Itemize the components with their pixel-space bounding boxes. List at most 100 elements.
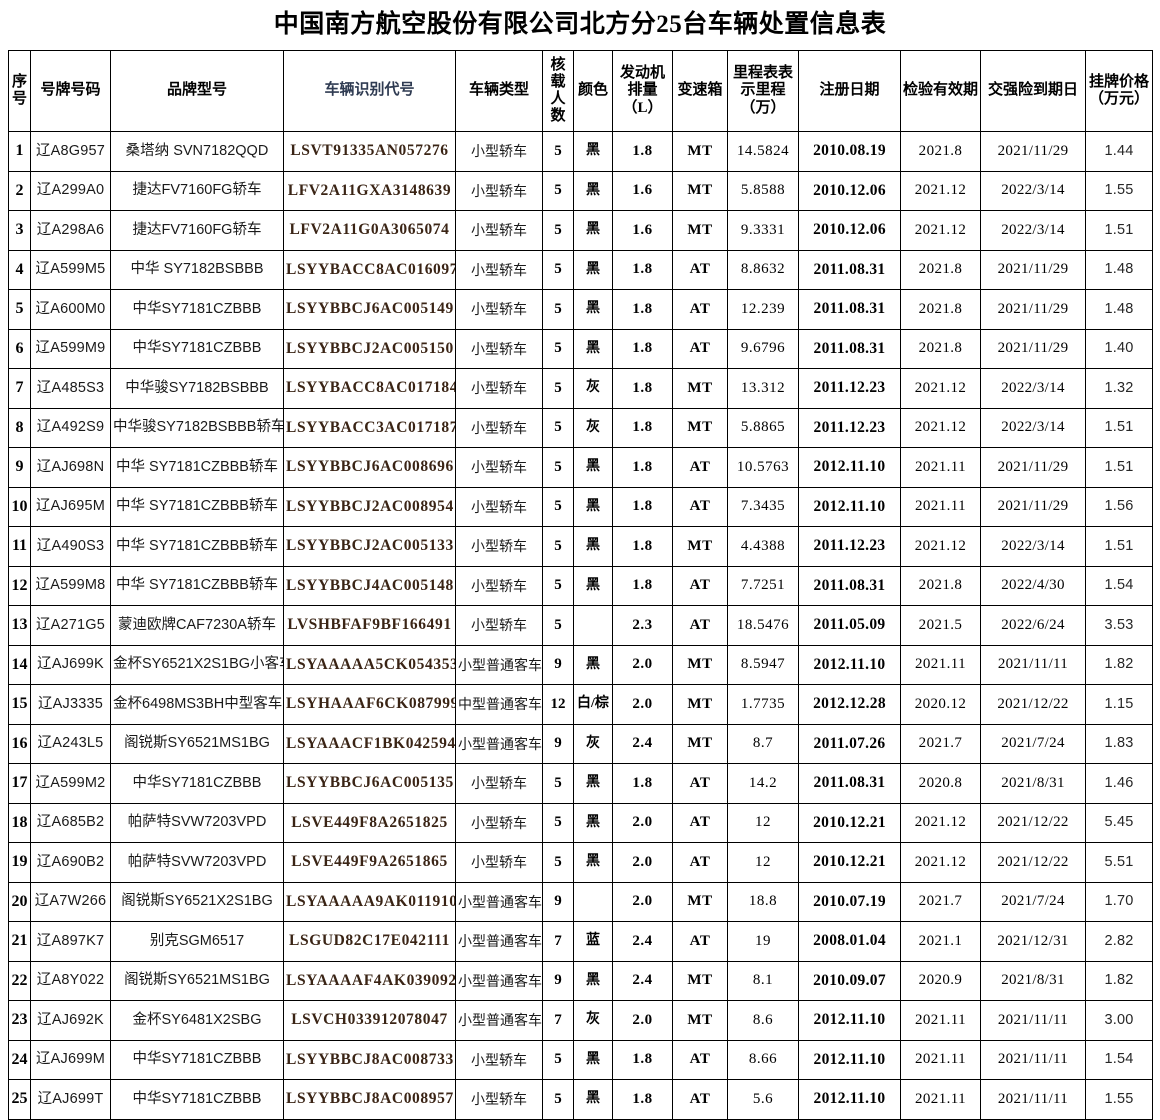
cell-listing-price: 5.51: [1085, 842, 1153, 883]
cell-listing-price: 1.44: [1085, 131, 1153, 172]
cell-vin: LSYYBBCJ8AC008733: [283, 1039, 456, 1080]
cell-inspection-validity: 2021.11: [900, 1039, 981, 1080]
cell-transmission: AT: [672, 565, 728, 606]
cell-model: 帕萨特SVW7203VPD: [110, 842, 284, 883]
cell-vehicle-type: 小型轿车: [455, 289, 543, 330]
cell-seats: 5: [542, 328, 574, 369]
cell-vehicle-type: 小型普通客车: [455, 921, 543, 962]
col-header-odometer: 里程表表示里程（万）: [727, 50, 799, 132]
cell-color: 黑: [573, 210, 613, 251]
cell-registration-date: 2010.12.21: [798, 802, 901, 843]
cell-model: 中华 SY7181CZBBB轿车: [110, 447, 284, 488]
cell-vehicle-type: 小型普通客车: [455, 960, 543, 1001]
cell-transmission: MT: [672, 368, 728, 409]
cell-inspection-validity: 2021.11: [900, 1000, 981, 1041]
cell-transmission: AT: [672, 763, 728, 804]
cell-listing-price: 1.48: [1085, 289, 1153, 330]
cell-registration-date: 2011.08.31: [798, 249, 901, 290]
table-row: 18 辽A685B2 帕萨特SVW7203VPD LSVE449F8A2651825 小…: [8, 802, 1153, 843]
cell-vehicle-type: 小型轿车: [455, 526, 543, 567]
cell-vin: LSYYBBCJ2AC008954: [283, 486, 456, 527]
cell-transmission: MT: [672, 131, 728, 172]
cell-color: 黑: [573, 1079, 613, 1120]
cell-model: 中华骏SY7182BSBBB: [110, 368, 284, 409]
cell-listing-price: 1.55: [1085, 1079, 1153, 1120]
cell-plate: 辽AJ692K: [30, 1000, 111, 1041]
cell-index: 13: [8, 605, 31, 646]
cell-vin: LSYYBACC8AC016097: [283, 249, 456, 290]
cell-index: 4: [8, 249, 31, 290]
cell-vehicle-type: 小型轿车: [455, 210, 543, 251]
cell-listing-price: 1.40: [1085, 328, 1153, 369]
cell-plate: 辽A271G5: [30, 605, 111, 646]
cell-seats: 5: [542, 1079, 574, 1120]
cell-model: 蒙迪欧牌CAF7230A轿车: [110, 605, 284, 646]
cell-listing-price: 1.51: [1085, 526, 1153, 567]
cell-insurance-expiry: 2022/3/14: [980, 210, 1086, 251]
cell-plate: 辽A7W266: [30, 881, 111, 922]
col-header-listing-price: 挂牌价格（万元）: [1085, 50, 1153, 132]
cell-odometer: 8.7: [727, 723, 799, 764]
cell-plate: 辽A490S3: [30, 526, 111, 567]
table-row: 20 辽A7W266 阁锐斯SY6521X2S1BG LSYAAAAA9AK01191…: [8, 881, 1153, 922]
cell-vin: LSGUD82C17E042111: [283, 921, 456, 962]
cell-color: 黑: [573, 644, 613, 685]
cell-color: 黑: [573, 763, 613, 804]
cell-plate: 辽A485S3: [30, 368, 111, 409]
table-row: 14 辽AJ699K 金杯SY6521X2S1BG小客车 LSYAAAAA5CK054…: [8, 644, 1153, 685]
cell-vehicle-type: 小型轿车: [455, 249, 543, 290]
cell-model: 中华SY7181CZBBB: [110, 328, 284, 369]
cell-index: 5: [8, 289, 31, 330]
cell-vin: LSVCH033912078047: [283, 1000, 456, 1041]
cell-insurance-expiry: 2021/7/24: [980, 881, 1086, 922]
cell-insurance-expiry: 2022/3/14: [980, 368, 1086, 409]
cell-insurance-expiry: 2021/11/11: [980, 644, 1086, 685]
cell-vin: LSYAAAAA9AK011910: [283, 881, 456, 922]
cell-vehicle-type: 小型轿车: [455, 170, 543, 211]
cell-vehicle-type: 小型轿车: [455, 605, 543, 646]
cell-registration-date: 2012.12.28: [798, 684, 901, 725]
cell-listing-price: 1.54: [1085, 565, 1153, 606]
cell-odometer: 14.2: [727, 763, 799, 804]
cell-seats: 5: [542, 170, 574, 211]
cell-listing-price: 1.32: [1085, 368, 1153, 409]
table-row: 17 辽A599M2 中华SY7181CZBBB LSYYBBCJ6AC005135 小…: [8, 763, 1153, 804]
cell-inspection-validity: 2021.12: [900, 407, 981, 448]
cell-inspection-validity: 2021.8: [900, 289, 981, 330]
cell-displacement: 1.8: [612, 368, 673, 409]
cell-seats: 9: [542, 960, 574, 1001]
cell-inspection-validity: 2021.8: [900, 131, 981, 172]
cell-model: 桑塔纳 SVN7182QQD: [110, 131, 284, 172]
cell-displacement: 1.8: [612, 407, 673, 448]
table-row: 4 辽A599M5 中华 SY7182BSBBB LSYYBACC8AC016097 小…: [8, 249, 1153, 290]
table-row: 11 辽A490S3 中华 SY7181CZBBB轿车 LSYYBBCJ2AC0051…: [8, 526, 1153, 567]
cell-transmission: AT: [672, 802, 728, 843]
cell-seats: 5: [542, 802, 574, 843]
cell-transmission: AT: [672, 447, 728, 488]
cell-inspection-validity: 2020.8: [900, 763, 981, 804]
cell-insurance-expiry: 2022/3/14: [980, 170, 1086, 211]
cell-vehicle-type: 小型轿车: [455, 131, 543, 172]
cell-displacement: 1.8: [612, 131, 673, 172]
cell-color: 黑: [573, 565, 613, 606]
cell-insurance-expiry: 2021/12/22: [980, 802, 1086, 843]
col-header-transmission: 变速箱: [672, 50, 728, 132]
cell-listing-price: 1.56: [1085, 486, 1153, 527]
cell-displacement: 1.8: [612, 1079, 673, 1120]
table-row: 1 辽A8G957 桑塔纳 SVN7182QQD LSVT91335AN057276 小…: [8, 131, 1153, 172]
cell-index: 8: [8, 407, 31, 448]
table-row: 21 辽A897K7 别克SGM6517 LSGUD82C17E042111 小型普通客…: [8, 921, 1153, 962]
table-row: 22 辽A8Y022 阁锐斯SY6521MS1BG LSYAAAAF4AK039092…: [8, 960, 1153, 1001]
cell-registration-date: 2012.11.10: [798, 486, 901, 527]
cell-listing-price: 1.82: [1085, 960, 1153, 1001]
cell-plate: 辽AJ3335: [30, 684, 111, 725]
col-header-vin: 车辆识别代号: [283, 50, 456, 132]
cell-plate: 辽A299A0: [30, 170, 111, 211]
cell-transmission: AT: [672, 605, 728, 646]
cell-color: 黑: [573, 249, 613, 290]
cell-index: 22: [8, 960, 31, 1001]
cell-displacement: 1.6: [612, 170, 673, 211]
table-row: 13 辽A271G5 蒙迪欧牌CAF7230A轿车 LVSHBFAF9BF166491…: [8, 605, 1153, 646]
cell-registration-date: 2010.12.06: [798, 170, 901, 211]
col-header-model: 品牌型号: [110, 50, 284, 132]
